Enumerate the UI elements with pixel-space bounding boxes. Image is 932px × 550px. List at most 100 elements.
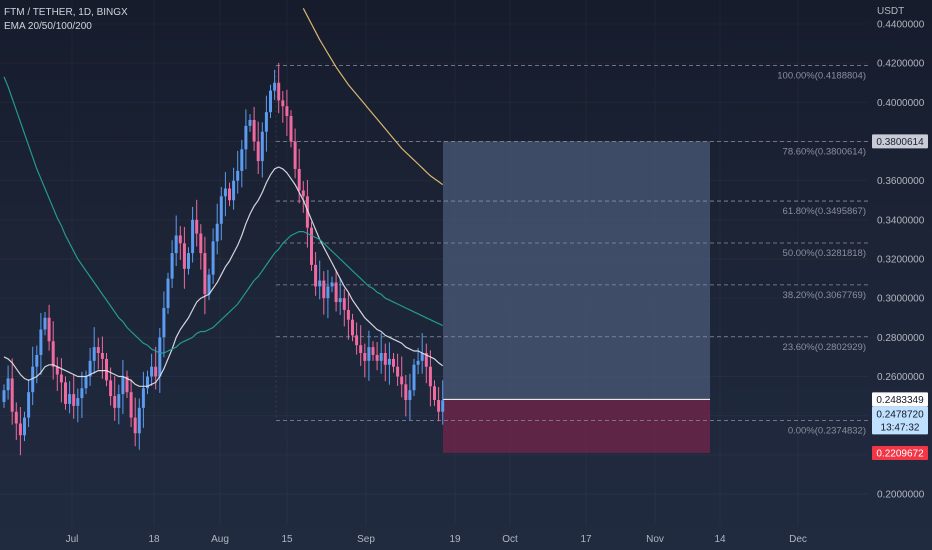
candle-body [330, 282, 334, 287]
candle-body [433, 386, 436, 400]
time-tick-label: Nov [646, 534, 664, 545]
candle-body [346, 309, 350, 320]
candle [76, 388, 80, 423]
candle [285, 89, 289, 137]
candle [191, 206, 195, 263]
candle-body [43, 317, 47, 330]
candle-body [383, 353, 387, 365]
candle [252, 107, 256, 151]
candle [174, 215, 178, 267]
candle-body [219, 196, 223, 224]
candle [43, 311, 47, 336]
stop-price-tag-bg [872, 445, 928, 460]
candle [10, 358, 14, 425]
candle [396, 353, 400, 386]
candle-body [424, 353, 428, 367]
candle [141, 371, 145, 428]
candle [178, 226, 182, 260]
chart-legend: FTM / TETHER, 1D, BINGX EMA 20/50/100/20… [4, 6, 128, 34]
candle [293, 128, 297, 179]
candle [346, 293, 350, 340]
candle-body [88, 360, 92, 377]
candle [113, 376, 117, 421]
fib-level-label: 100.00%(0.4188804) [777, 70, 866, 81]
candle-body [105, 358, 108, 381]
candle-body [141, 388, 145, 408]
candle [158, 327, 162, 393]
candle-body [72, 394, 76, 406]
candle [92, 327, 96, 374]
candle-body [187, 253, 190, 269]
indicator-title[interactable]: EMA 20/50/100/200 [4, 21, 92, 32]
fib-level-label: 0.00%(0.2374832) [788, 426, 866, 437]
candle-body [375, 354, 379, 361]
candle-body [31, 366, 35, 393]
candle-body [14, 411, 18, 424]
candle [383, 343, 387, 382]
candle [371, 341, 375, 361]
candle-body [277, 82, 281, 101]
candle [223, 172, 227, 217]
candle-body [92, 347, 96, 361]
candlestick-series [2, 62, 445, 456]
candle [64, 376, 67, 410]
candle-body [59, 374, 63, 383]
candle [39, 313, 43, 375]
candle-body [367, 347, 371, 361]
candle-body [269, 90, 272, 113]
candle [334, 269, 338, 312]
candle-body [351, 319, 354, 336]
candle [195, 199, 199, 247]
candle [338, 278, 342, 316]
price-tags: 0.3800614 0.2483349 0.2478720 13:47:32 0.220… [872, 134, 928, 460]
ema-line [3, 166, 444, 387]
candle-body [285, 106, 289, 117]
ema-line [3, 76, 443, 354]
candle [105, 353, 108, 387]
candle-body [174, 235, 178, 254]
price-tick-label: 0.3200000 [877, 255, 925, 266]
candle-body [109, 380, 113, 397]
candle-body [359, 345, 363, 353]
candle-body [256, 141, 260, 162]
candle-body [293, 141, 297, 169]
currency-label: USDT [877, 6, 904, 17]
candle-body [100, 353, 104, 359]
candle [359, 325, 363, 366]
candle-body [355, 335, 359, 346]
candle-body [301, 190, 305, 197]
candle-body [166, 278, 170, 308]
last-price-tag: 0.2478720 13:47:32 [872, 406, 928, 435]
candle-body [182, 243, 186, 269]
candle-body [416, 360, 420, 365]
candle-body [412, 364, 416, 391]
candle-body [326, 286, 330, 299]
candle-body [244, 125, 248, 150]
candle [322, 271, 326, 315]
candle [14, 402, 18, 440]
candle [228, 182, 231, 207]
candle-body [150, 366, 154, 377]
symbol-title[interactable]: FTM / TETHER, 1D, BINGX [4, 7, 128, 18]
candle-body [400, 376, 404, 385]
entry-price-tag: 0.2483349 [872, 392, 928, 407]
candle [162, 291, 166, 358]
candle [281, 90, 285, 123]
candle [51, 321, 55, 380]
candle-body [2, 390, 6, 402]
candle [146, 370, 149, 395]
candle [277, 62, 281, 114]
candle-body [117, 394, 121, 408]
candle [404, 374, 408, 417]
price-tick-label: 0.2000000 [877, 490, 925, 501]
candle [84, 370, 88, 395]
candle-body [437, 400, 441, 412]
candle-body [39, 329, 43, 355]
candle [433, 380, 436, 406]
candle [441, 380, 445, 425]
ema-lines [3, 8, 444, 387]
candle-body [404, 384, 408, 400]
candle-body [51, 341, 55, 367]
candle-body [392, 358, 395, 367]
